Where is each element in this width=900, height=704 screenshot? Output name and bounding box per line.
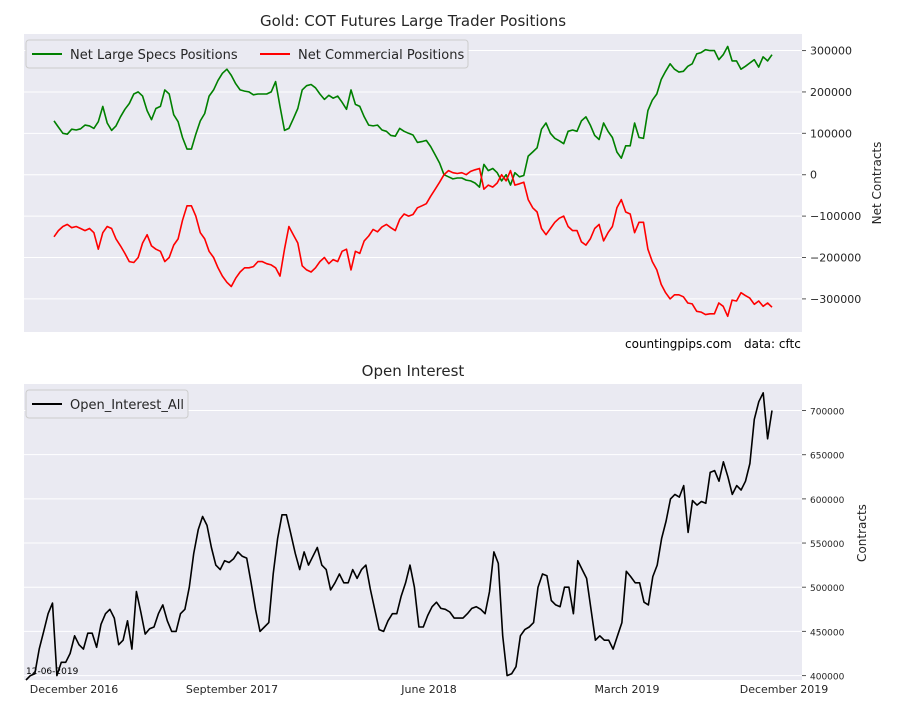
top-y-tick-label: 200000 <box>810 86 852 99</box>
bottom-y-axis-label: Contracts <box>855 504 869 562</box>
top-y-axis-label: Net Contracts <box>870 142 884 225</box>
x-tick-label: March 2019 <box>594 683 659 696</box>
top-legend-box <box>25 39 469 69</box>
bottom-x-axis: December 2016 September 2017 June 2018 Marc… <box>30 683 829 696</box>
bottom-legend: Open_Interest_All <box>25 389 189 419</box>
series-line-open-interest-all <box>25 391 773 681</box>
bottom-y-tick-label: 600000 <box>810 496 845 506</box>
x-tick-label: September 2017 <box>186 683 278 696</box>
bottom-y-tick-label: 500000 <box>810 584 845 594</box>
bottom-y-tick-label: 400000 <box>810 673 845 683</box>
legend-label-open-interest: Open_Interest_All <box>70 398 184 413</box>
top-y-tick-label: −100000 <box>810 210 861 223</box>
series-line-net-large-specs-positions <box>53 45 773 188</box>
top-y-tick-label: 100000 <box>810 127 852 140</box>
top-grid <box>24 50 802 300</box>
x-tick-label: June 2018 <box>400 683 456 696</box>
bottom-y-tick-label: 650000 <box>810 452 845 462</box>
series-line-net-commercial-positions <box>53 167 773 318</box>
top-series-group <box>53 45 773 318</box>
data-source-annotation: data: cftc <box>744 337 801 351</box>
legend-label-specs: Net Large Specs Positions <box>70 48 238 63</box>
bottom-chart-title: Open Interest <box>362 362 465 380</box>
bottom-y-axis: 700000 650000 600000 550000 500000 450000 4000… <box>802 408 845 683</box>
bottom-y-tick-label: 700000 <box>810 408 845 418</box>
bottom-y-tick-label: 450000 <box>810 628 845 638</box>
bottom-grid <box>24 410 802 677</box>
x-tick-label: December 2019 <box>740 683 829 696</box>
date-annotation: 12-06-2019 <box>26 667 79 677</box>
top-legend: Net Large Specs Positions Net Commercial… <box>25 39 469 69</box>
bottom-legend-box <box>25 389 189 419</box>
top-chart-title: Gold: COT Futures Large Trader Positions <box>260 12 566 30</box>
x-tick-label: December 2016 <box>30 683 119 696</box>
legend-label-commercial: Net Commercial Positions <box>298 48 464 63</box>
top-y-tick-label: −300000 <box>810 293 861 306</box>
source-annotation: countingpips.com <box>625 337 732 351</box>
top-plot-area <box>24 34 802 332</box>
top-y-tick-label: 300000 <box>810 45 852 58</box>
bottom-y-tick-label: 550000 <box>810 540 845 550</box>
bottom-series-group <box>25 391 773 681</box>
top-y-tick-label: 0 <box>810 169 817 182</box>
top-y-tick-label: −200000 <box>810 252 861 265</box>
top-y-axis: 300000 200000 100000 0 −100000 −200000 −300000 <box>802 45 861 306</box>
bottom-plot-area <box>24 384 802 680</box>
